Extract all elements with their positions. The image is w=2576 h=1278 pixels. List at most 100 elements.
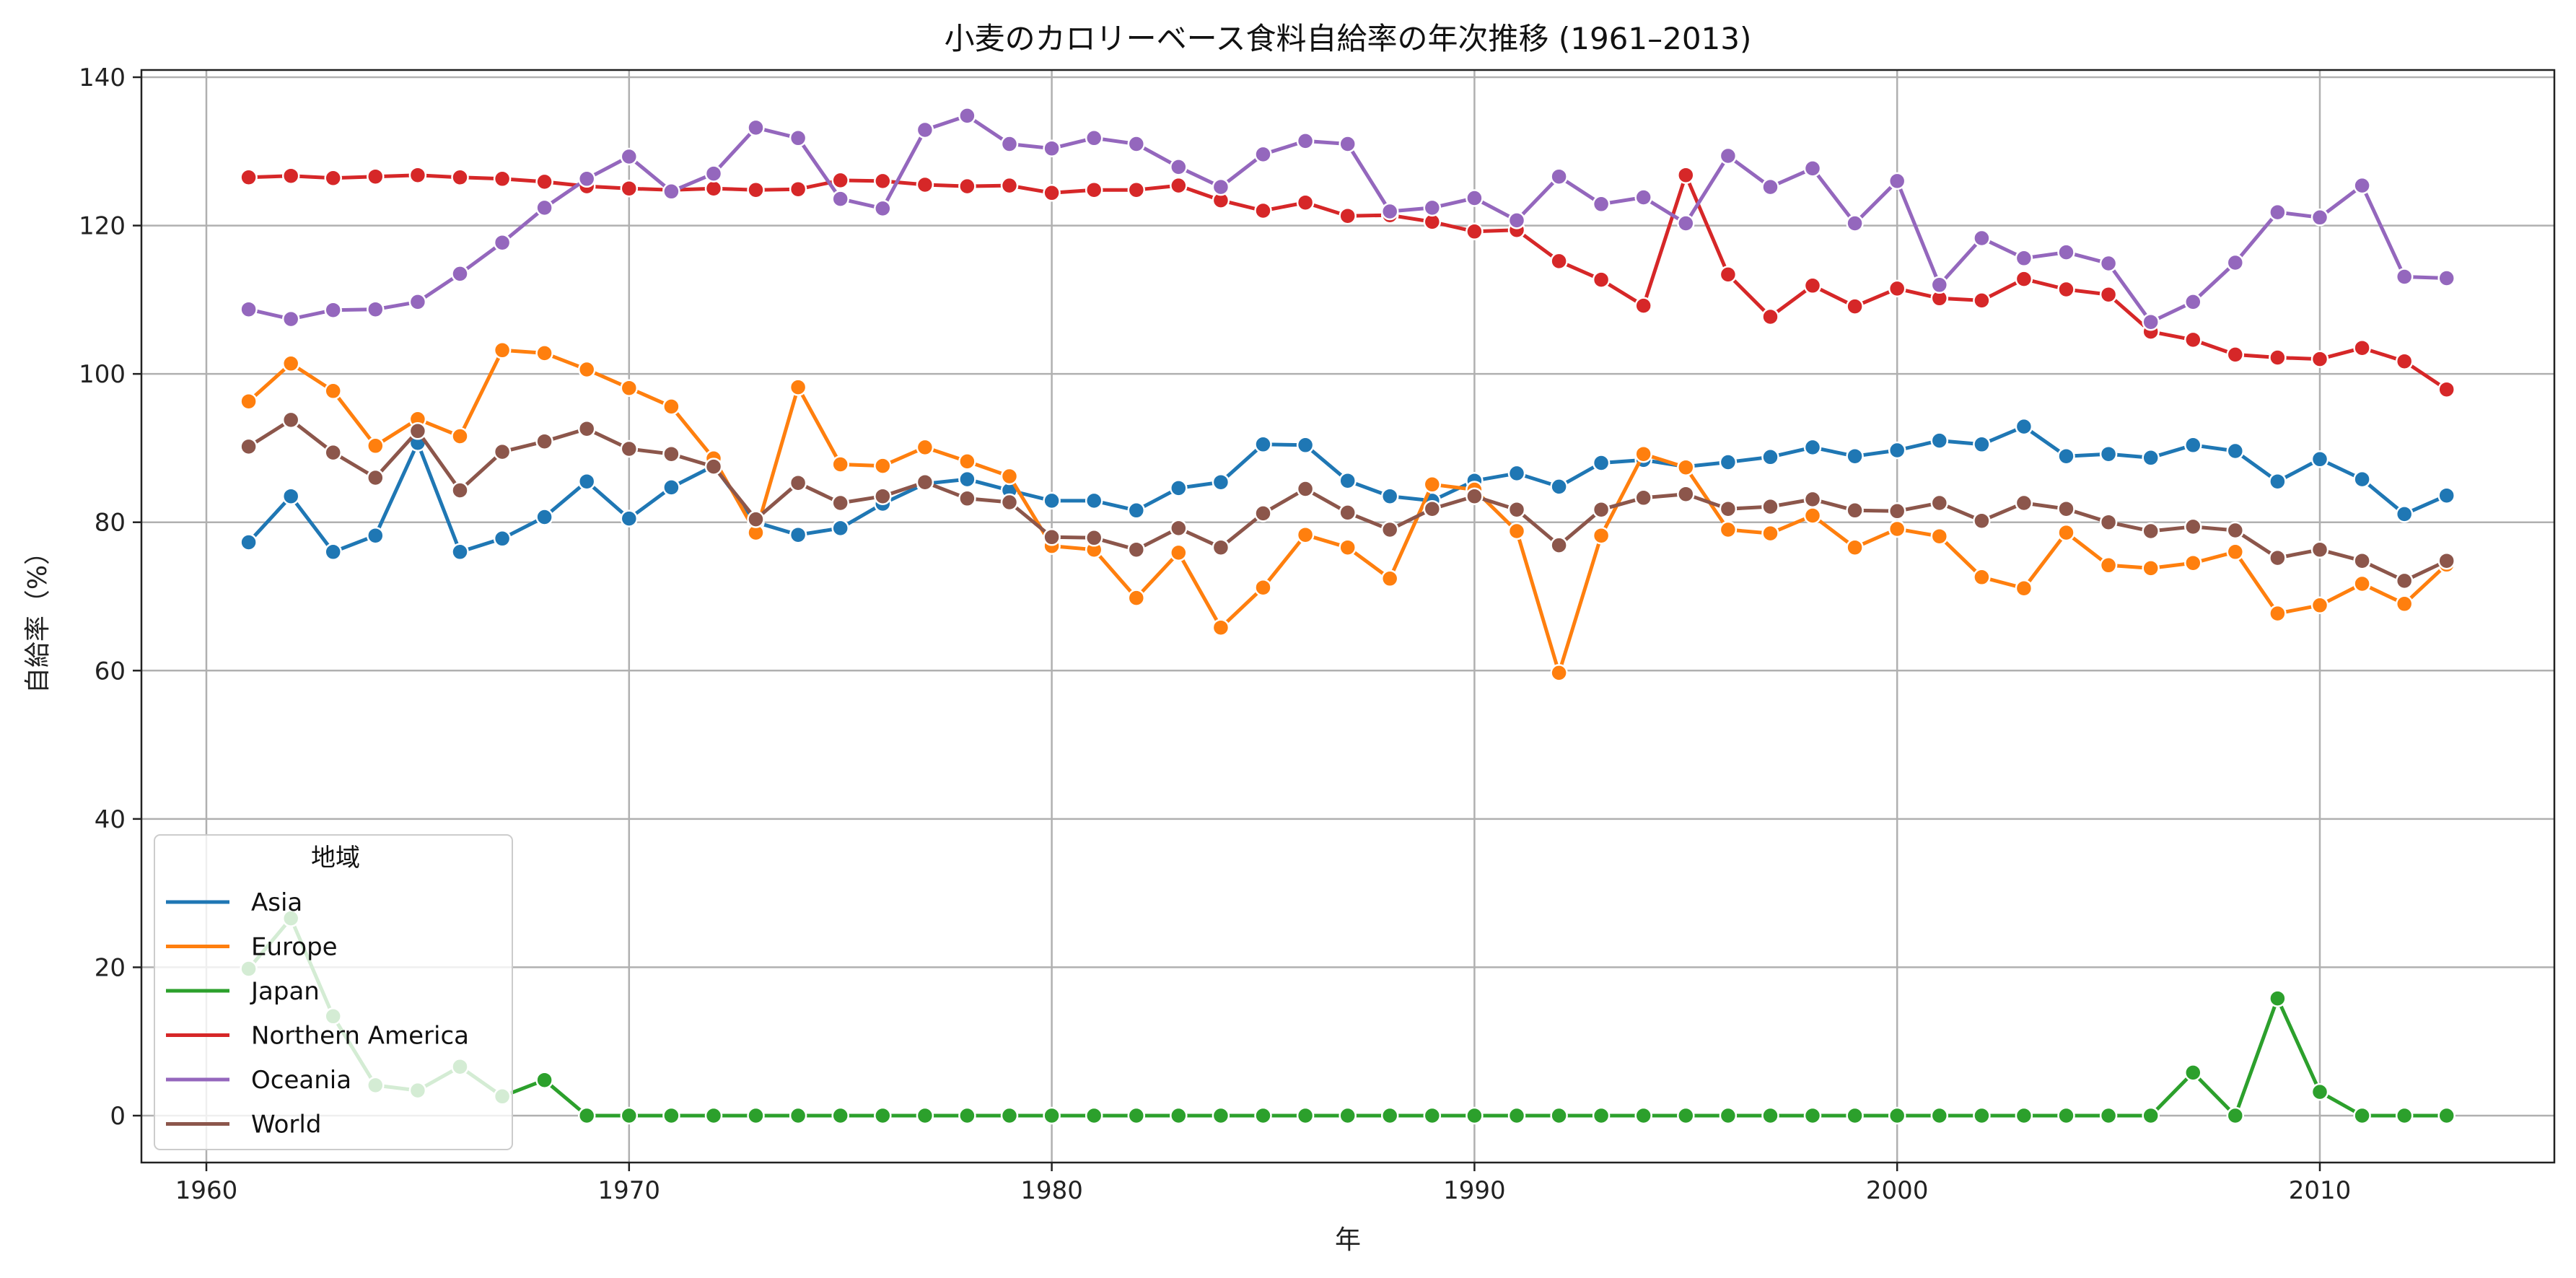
legend: 地域 Asia Europe Japan Northern America Oceani… <box>154 834 513 1150</box>
data-point <box>324 543 342 561</box>
data-point <box>1846 1106 1864 1125</box>
data-point <box>1170 158 1188 176</box>
data-point <box>2269 203 2287 222</box>
series-world <box>240 411 2455 590</box>
data-point <box>1803 507 1822 525</box>
data-point <box>704 1106 723 1125</box>
data-point <box>747 510 765 528</box>
data-point <box>2437 551 2455 570</box>
data-point <box>1212 473 1230 491</box>
data-point <box>831 190 849 208</box>
data-point <box>493 233 512 252</box>
data-point <box>1592 526 1611 545</box>
data-point <box>1423 1106 1442 1125</box>
data-point <box>1550 167 1568 185</box>
data-point <box>1719 146 1738 165</box>
data-point <box>1761 1106 1779 1125</box>
data-point <box>1507 1106 1526 1125</box>
data-point <box>1846 447 1864 465</box>
data-point <box>704 165 723 183</box>
data-point <box>1339 135 1357 153</box>
data-point <box>2226 521 2245 540</box>
data-point <box>1930 494 1949 512</box>
data-point <box>2015 270 2033 288</box>
data-point <box>1592 195 1611 214</box>
data-point <box>662 478 680 496</box>
data-point <box>2353 470 2371 489</box>
data-point <box>1254 145 1272 164</box>
data-point <box>1550 252 1568 271</box>
data-point <box>2269 604 2287 623</box>
data-point <box>2226 253 2245 272</box>
data-point <box>324 443 342 462</box>
data-point <box>1000 176 1019 195</box>
data-point <box>958 1106 976 1125</box>
data-point <box>1719 453 1738 471</box>
x-tick-label: 1980 <box>1020 1176 1083 1205</box>
x-tick-label: 2010 <box>2289 1176 2352 1205</box>
data-point <box>1973 292 1991 310</box>
data-point <box>1507 211 1526 229</box>
data-point <box>1380 569 1399 588</box>
data-point <box>1170 543 1188 562</box>
data-point <box>874 457 892 475</box>
data-point <box>451 265 469 283</box>
data-point <box>1803 159 1822 178</box>
y-tick-label: 120 <box>79 212 126 241</box>
data-point <box>2015 249 2033 268</box>
data-point <box>2226 1106 2245 1125</box>
data-point <box>747 1106 765 1125</box>
data-point <box>1677 214 1695 232</box>
data-point <box>2310 1082 2329 1101</box>
data-point <box>493 341 512 359</box>
data-point <box>493 442 512 461</box>
data-point <box>2099 445 2118 463</box>
data-point <box>408 422 427 440</box>
data-point <box>2310 350 2329 368</box>
data-point <box>1085 1106 1103 1125</box>
data-point <box>789 378 807 396</box>
data-point <box>1973 568 1991 587</box>
data-point <box>1846 214 1864 232</box>
data-point <box>620 1106 639 1125</box>
data-point <box>1466 189 1484 207</box>
data-point <box>831 519 849 538</box>
data-point <box>1677 458 1695 476</box>
data-point <box>958 470 976 489</box>
series-line <box>247 418 2448 583</box>
data-point <box>1507 500 1526 519</box>
data-point <box>874 199 892 218</box>
data-point <box>1803 490 1822 509</box>
data-point <box>2353 176 2371 195</box>
data-point <box>2184 517 2202 536</box>
data-point <box>662 183 680 201</box>
data-point <box>1677 166 1695 184</box>
data-point <box>1339 206 1357 225</box>
data-point <box>1043 139 1061 157</box>
data-point <box>1550 478 1568 496</box>
data-point <box>493 530 512 548</box>
data-point <box>2015 417 2033 436</box>
legend-entry: Oceania <box>251 1066 351 1095</box>
data-point <box>577 170 596 188</box>
data-point <box>1719 520 1738 539</box>
y-tick-label: 80 <box>95 509 126 538</box>
data-point <box>2269 989 2287 1007</box>
y-tick-label: 20 <box>95 953 126 982</box>
data-point <box>1000 467 1019 486</box>
data-point <box>2395 505 2414 523</box>
data-point <box>1846 538 1864 556</box>
x-tick-label: 1970 <box>598 1176 661 1205</box>
data-point <box>747 180 765 199</box>
data-point <box>535 172 553 191</box>
data-point <box>620 509 639 528</box>
data-point <box>2310 596 2329 615</box>
data-point <box>451 543 469 561</box>
data-point <box>1466 1106 1484 1125</box>
data-point <box>662 1106 680 1125</box>
data-point <box>281 411 300 429</box>
legend-entry: Japan <box>250 977 320 1006</box>
data-point <box>620 179 639 198</box>
data-point <box>2310 540 2329 559</box>
data-point <box>2057 499 2075 518</box>
